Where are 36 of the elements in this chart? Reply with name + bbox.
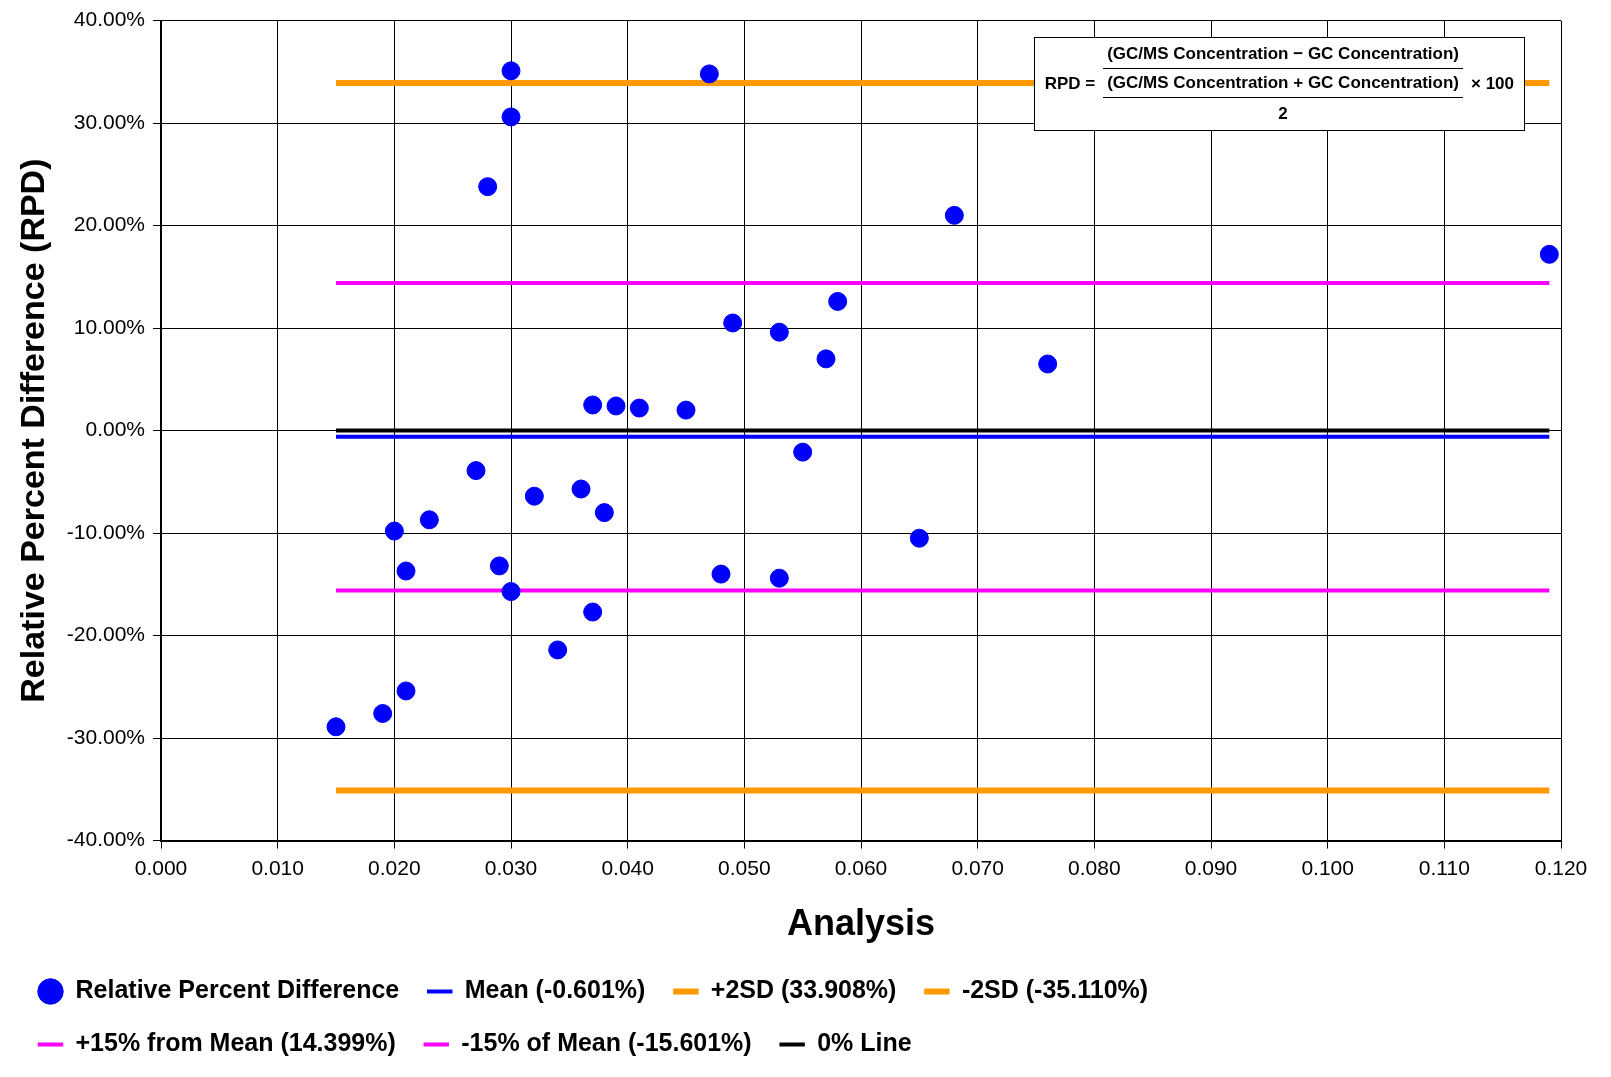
legend-label: Relative Percent Difference <box>75 975 400 1004</box>
legend-label: -2SD (-35.110%) <box>961 975 1149 1004</box>
x-tick-label: 0.050 <box>718 856 771 879</box>
legend-label: Mean (-0.601%) <box>464 975 646 1004</box>
x-tick-label: 0.030 <box>484 856 538 879</box>
y-tick-label: -20.00% <box>66 622 146 646</box>
x-tick-label: 0.120 <box>1534 856 1588 879</box>
x-tick-label: 0.000 <box>134 856 188 879</box>
y-tick-label: -40.00% <box>66 827 146 851</box>
legend-label: +2SD (33.908%) <box>710 975 897 1004</box>
y-tick-label: 0.00% <box>85 417 146 441</box>
x-tick-label: 0.080 <box>1068 856 1121 879</box>
annotation: (GC/MS Concentration − GC Concentration) <box>1103 43 1463 69</box>
x-tick-label: 0.040 <box>601 856 654 879</box>
x-tick-label: 0.060 <box>834 856 888 879</box>
y-tick-label: -30.00% <box>66 724 146 748</box>
y-axis-title: Relative Percent Difference (RPD) <box>12 158 51 703</box>
annotation: RPD = <box>1044 73 1096 94</box>
annotation: (GC/MS Concentration + GC Concentration) <box>1103 72 1463 98</box>
y-tick-label: -10.00% <box>66 519 146 543</box>
annotation: × 100 <box>1470 73 1514 94</box>
legend-label: -15% of Mean (-15.601%) <box>461 1028 752 1057</box>
x-tick-label: 0.070 <box>951 856 1004 879</box>
x-tick-label: 0.020 <box>368 856 421 879</box>
x-axis-title: Analysis <box>786 902 936 944</box>
x-tick-label: 0.110 <box>1418 856 1470 879</box>
y-tick-label: 30.00% <box>73 109 146 133</box>
annotation: 2 <box>1278 102 1288 124</box>
x-tick-label: 0.100 <box>1301 856 1354 879</box>
legend-label: +15% from Mean (14.399%) <box>75 1028 396 1057</box>
legend-label: 0% Line <box>817 1028 912 1057</box>
x-tick-label: 0.010 <box>251 856 304 879</box>
y-tick-label: 40.00% <box>73 7 146 31</box>
y-tick-label: 20.00% <box>73 212 146 236</box>
y-tick-label: 10.00% <box>73 314 146 338</box>
x-tick-label: 0.090 <box>1184 856 1238 879</box>
